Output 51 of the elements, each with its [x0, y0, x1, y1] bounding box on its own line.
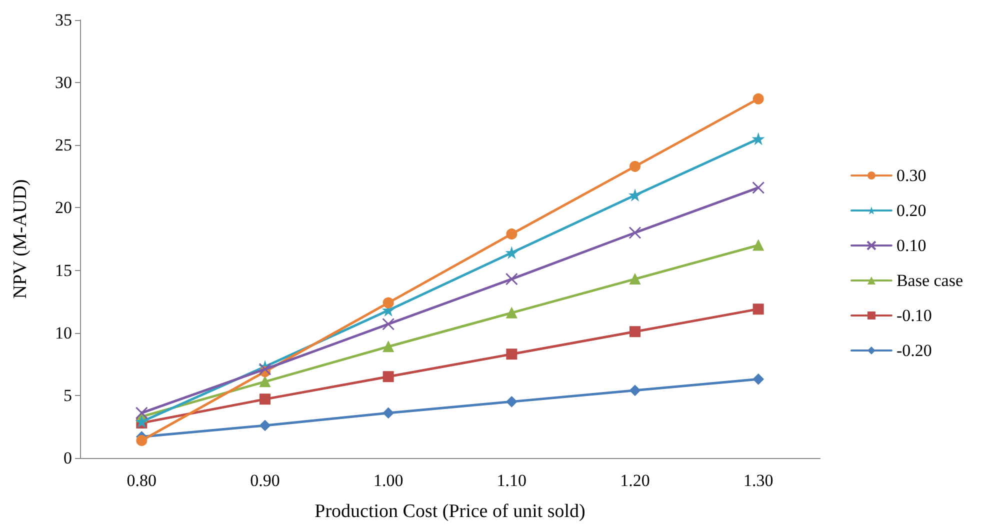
legend-label: 0.30: [896, 166, 926, 185]
x-tick-label: 1.00: [373, 471, 404, 490]
legend-label: -0.10: [896, 306, 932, 325]
point: [752, 240, 764, 251]
legend-label: 0.20: [896, 201, 926, 220]
legend-label: 0.10: [896, 236, 926, 255]
y-tick-label: 10: [55, 323, 72, 342]
x-axis-title: Production Cost (Price of unit sold): [314, 501, 586, 522]
point: [382, 341, 394, 352]
y-tick-label: 5: [64, 386, 72, 405]
x-tick-label: 1.20: [620, 471, 650, 490]
point: [382, 407, 394, 418]
point: [630, 274, 640, 285]
point: [506, 247, 518, 258]
point: [258, 362, 272, 376]
point: [630, 190, 640, 201]
point: [630, 160, 640, 172]
point: [506, 348, 518, 360]
point: [382, 297, 394, 308]
point: [752, 133, 764, 144]
point: [506, 396, 518, 408]
point: [752, 374, 764, 385]
y-tick-label: 35: [55, 10, 72, 30]
y-axis-title: NPV (M-AUD): [10, 179, 31, 299]
point: [505, 272, 518, 286]
point: [506, 228, 518, 240]
point: [382, 318, 395, 330]
y-tick-label: 15: [55, 260, 72, 280]
point: [752, 181, 765, 194]
point: [260, 420, 270, 431]
y-tick-label: 20: [55, 198, 72, 218]
legend-label: Base case: [896, 271, 964, 290]
x-tick-label: 1.30: [743, 471, 774, 490]
point: [260, 376, 270, 388]
point: [260, 394, 270, 405]
legend-label: -0.20: [896, 341, 932, 360]
point: [630, 326, 640, 338]
point: [382, 371, 394, 382]
x-tick-label: 1.10: [496, 471, 527, 490]
y-tick-label: 0: [64, 448, 72, 468]
point: [630, 384, 640, 396]
point: [752, 93, 764, 104]
point: [752, 304, 764, 315]
point: [628, 226, 642, 239]
point: [136, 434, 148, 446]
x-tick-label: 0.90: [250, 471, 280, 490]
point: [135, 406, 148, 420]
x-tick-label: 0.80: [126, 471, 157, 490]
y-tick-label: 30: [55, 73, 72, 92]
point: [506, 307, 518, 318]
y-tick-label: 25: [55, 136, 72, 155]
